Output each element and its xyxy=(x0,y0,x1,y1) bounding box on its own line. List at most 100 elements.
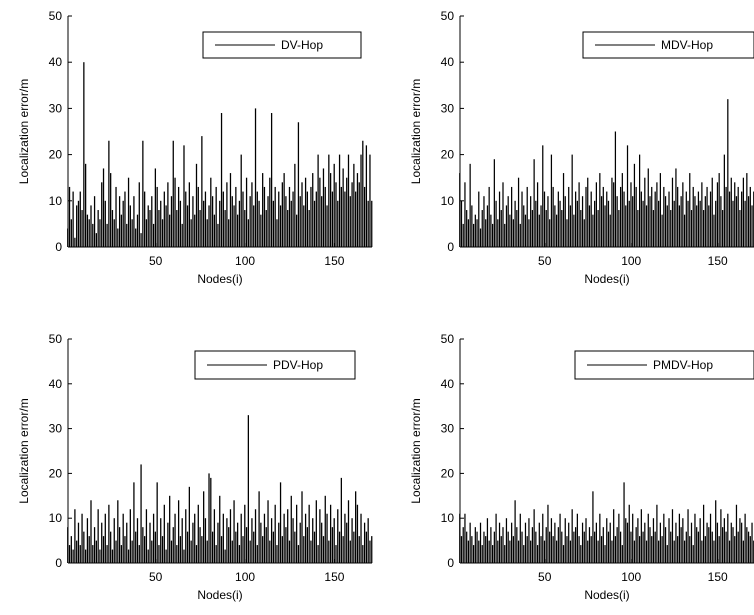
bar xyxy=(358,536,360,563)
bar xyxy=(92,223,94,247)
bar xyxy=(464,182,466,247)
legend-label: PDV-Hop xyxy=(273,358,323,372)
bar xyxy=(317,545,319,563)
bar xyxy=(326,205,328,247)
bar xyxy=(575,191,577,247)
bar xyxy=(614,131,617,247)
bar xyxy=(587,540,589,563)
bar xyxy=(713,214,715,247)
bar xyxy=(106,223,108,247)
bar xyxy=(722,210,724,247)
bar xyxy=(335,182,337,247)
bar xyxy=(512,536,514,563)
bar xyxy=(299,196,301,247)
bar xyxy=(644,177,646,247)
bar xyxy=(152,223,155,247)
bar xyxy=(497,540,499,563)
bar xyxy=(333,163,335,247)
bar xyxy=(742,540,744,563)
bar xyxy=(517,177,520,247)
bar xyxy=(505,205,508,247)
bar xyxy=(569,540,572,563)
y-tick-label: 20 xyxy=(441,466,455,480)
bar xyxy=(607,531,610,563)
bar xyxy=(288,540,291,563)
bar xyxy=(697,191,700,247)
bar xyxy=(708,527,710,563)
bar xyxy=(571,154,573,247)
bar xyxy=(329,173,332,247)
bar xyxy=(238,200,241,247)
bar xyxy=(711,531,713,563)
bar xyxy=(687,200,689,247)
bar xyxy=(649,527,651,563)
bar xyxy=(685,531,687,563)
bar xyxy=(564,518,566,563)
bar xyxy=(692,186,694,247)
bar xyxy=(692,545,694,563)
bar xyxy=(170,196,173,247)
bar xyxy=(493,159,495,247)
bar xyxy=(723,154,725,247)
bar xyxy=(623,191,625,247)
bar xyxy=(478,191,480,247)
bar xyxy=(222,191,224,247)
bar xyxy=(747,531,750,563)
bar xyxy=(111,210,114,247)
legend-label: PMDV-Hop xyxy=(653,358,713,372)
bar xyxy=(659,522,661,563)
bar xyxy=(346,522,348,563)
bar xyxy=(224,210,226,247)
bar xyxy=(658,540,660,563)
bar xyxy=(547,196,549,247)
bar xyxy=(265,210,267,247)
bar xyxy=(561,531,563,563)
bar xyxy=(278,191,280,247)
bar xyxy=(203,200,205,247)
bar xyxy=(474,527,476,563)
bar xyxy=(523,205,525,247)
bar xyxy=(158,210,160,247)
bar xyxy=(528,518,530,563)
bar xyxy=(72,191,74,247)
bar xyxy=(278,522,280,563)
bar xyxy=(583,219,585,247)
y-axis-label: Localization error/m xyxy=(409,79,423,184)
bar xyxy=(108,140,110,247)
bar xyxy=(165,205,167,247)
bar xyxy=(229,509,232,563)
bar xyxy=(509,214,511,247)
bar xyxy=(363,186,366,247)
bar xyxy=(258,491,260,563)
bar xyxy=(118,527,121,563)
bar xyxy=(324,186,326,247)
bar xyxy=(538,522,540,563)
bar xyxy=(533,509,535,563)
bar xyxy=(531,527,534,563)
bar xyxy=(247,415,249,563)
bar xyxy=(633,163,636,247)
bar xyxy=(554,205,556,247)
bar xyxy=(725,186,727,247)
bar xyxy=(204,518,207,563)
bar xyxy=(322,536,325,563)
bar xyxy=(659,173,661,247)
bar xyxy=(592,491,594,563)
bar xyxy=(619,186,622,247)
bar xyxy=(651,536,653,563)
bar xyxy=(136,518,139,563)
bar xyxy=(552,186,554,247)
chart-panel-pdv-hop: 0 10 20 30 40 50 50 100 150 Nodes(i) Localization … xyxy=(17,332,373,602)
bar xyxy=(231,196,233,247)
bar xyxy=(531,210,534,247)
bar xyxy=(68,186,71,247)
bar xyxy=(77,522,80,563)
bar xyxy=(156,186,158,247)
bar xyxy=(523,545,525,563)
bar xyxy=(530,540,532,563)
bar xyxy=(356,504,359,563)
bar xyxy=(728,191,731,247)
y-tick-label: 20 xyxy=(49,466,63,480)
bar xyxy=(254,108,257,248)
bar xyxy=(709,513,712,563)
